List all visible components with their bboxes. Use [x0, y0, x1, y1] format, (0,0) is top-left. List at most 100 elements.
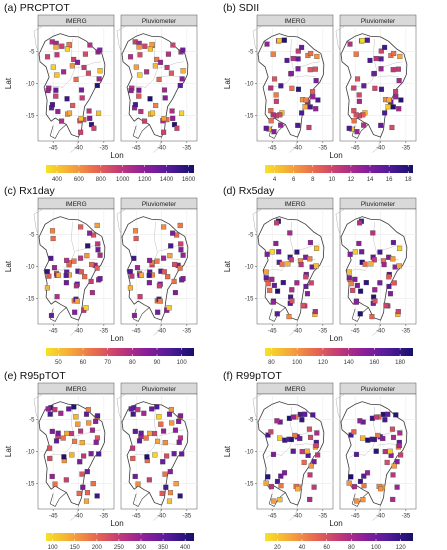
station-square	[288, 436, 294, 443]
station-square	[370, 230, 376, 236]
x-tick-label: -35	[319, 329, 328, 335]
station-square	[360, 435, 366, 441]
x-tick-label: -35	[100, 146, 109, 152]
station-square	[277, 435, 283, 441]
station-square	[153, 102, 159, 109]
station-square	[161, 428, 167, 434]
station-square	[360, 497, 366, 503]
facet-label: IMERG	[65, 18, 86, 25]
facet-pluviometer: Pluviometer -45 -40 -35	[116, 197, 198, 336]
facet-label: IMERG	[284, 201, 305, 208]
x-tick-label: -40	[74, 146, 83, 152]
station-square	[96, 451, 102, 457]
chart-title: (e) R95pTOT	[4, 370, 66, 382]
region-outline	[132, 492, 150, 507]
station-square	[152, 430, 158, 437]
station-square	[88, 451, 94, 457]
station-square	[84, 252, 90, 259]
colorbar-tick-label: 400	[52, 177, 63, 183]
station-square	[387, 448, 393, 454]
station-square	[372, 85, 378, 91]
station-square	[156, 76, 162, 83]
region-outline	[351, 124, 369, 139]
x-tick-label: -35	[100, 329, 109, 335]
x-tick-label: -45	[49, 146, 58, 152]
station-square	[270, 51, 276, 57]
station-square	[177, 493, 183, 499]
y-axis-label: Lat	[4, 260, 13, 272]
station-square	[155, 438, 161, 444]
station-square	[314, 430, 320, 436]
station-square	[369, 314, 375, 320]
state-border	[158, 75, 180, 78]
station-square	[95, 241, 101, 247]
station-square	[263, 125, 269, 131]
station-square	[79, 95, 85, 101]
station-square	[72, 309, 78, 315]
colorbar-tick-label: 100	[371, 545, 382, 550]
station-square	[179, 110, 185, 116]
station-square	[391, 50, 397, 57]
station-square	[64, 430, 70, 436]
station-square	[134, 265, 141, 271]
x-tick-label: -40	[293, 329, 302, 335]
station-square	[69, 430, 75, 437]
station-square	[386, 97, 392, 103]
station-square	[307, 434, 314, 440]
station-square	[313, 78, 319, 84]
station-square	[354, 129, 360, 135]
station-square	[85, 70, 91, 76]
station-square	[78, 269, 84, 275]
station-square	[157, 298, 163, 304]
station-square	[303, 283, 309, 290]
neighbor-border	[116, 25, 127, 55]
facet-imerg: IMERG -45 -40 -35	[252, 197, 334, 336]
station-square	[271, 129, 277, 135]
region-outline	[268, 124, 286, 139]
station-square	[351, 429, 357, 435]
y-axis-label: Lat	[4, 77, 13, 89]
station-square	[66, 41, 72, 48]
neighbor-border	[335, 208, 346, 238]
station-square	[89, 427, 96, 433]
y-axis-label: Lat	[223, 445, 232, 457]
station-square	[278, 122, 284, 128]
station-square	[289, 298, 295, 304]
station-square	[347, 41, 353, 47]
station-square	[394, 484, 400, 490]
station-square	[49, 473, 55, 479]
station-square	[149, 110, 156, 116]
station-square	[381, 262, 387, 268]
station-square	[171, 278, 177, 285]
station-square	[353, 51, 359, 57]
chart-title: (a) PRCPTOT	[4, 2, 70, 14]
station-square	[273, 92, 279, 98]
station-square	[162, 440, 168, 446]
chart-title: (f) R99pTOT	[223, 370, 282, 382]
station-square	[361, 83, 367, 89]
station-square	[52, 481, 58, 487]
station-square	[96, 76, 102, 82]
station-square	[45, 87, 51, 94]
station-square	[351, 484, 357, 490]
neighbor-border	[289, 320, 298, 336]
station-square	[91, 125, 97, 131]
station-square	[265, 474, 271, 480]
station-square	[161, 269, 167, 275]
station-square	[146, 280, 152, 286]
station-square	[382, 44, 388, 50]
station-square	[377, 249, 383, 255]
station-square	[177, 222, 183, 228]
station-square	[72, 438, 78, 444]
station-square	[82, 274, 88, 280]
station-square	[177, 265, 183, 271]
station-square	[94, 222, 100, 228]
station-square	[274, 418, 280, 424]
station-square	[49, 428, 55, 434]
station-square	[275, 288, 281, 294]
neighbor-border	[116, 208, 127, 238]
station-square	[298, 262, 304, 268]
station-square	[152, 63, 158, 69]
station-square	[362, 261, 368, 267]
neighbor-border	[70, 320, 79, 336]
